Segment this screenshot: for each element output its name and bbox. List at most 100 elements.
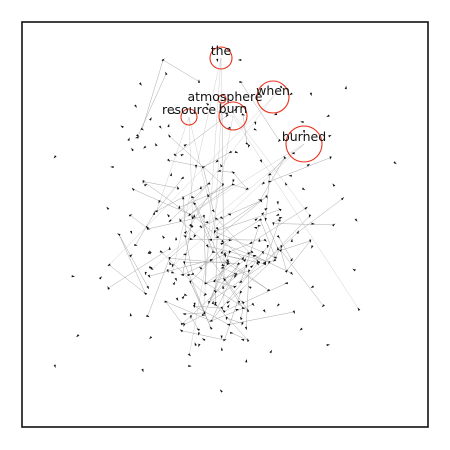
- graph-node: [240, 339, 245, 342]
- graph-node: [199, 266, 203, 270]
- graph-node: [199, 225, 203, 229]
- graph-node: [198, 343, 201, 348]
- graph-node: [277, 219, 281, 222]
- graph-node: [332, 223, 336, 227]
- graph-node: [279, 248, 282, 252]
- graph-node: [244, 326, 247, 331]
- graph-node: [204, 282, 208, 285]
- graph-node: [53, 155, 57, 159]
- edge-layer: [108, 57, 360, 355]
- graph-edge: [221, 98, 225, 312]
- graph-node: [139, 82, 142, 86]
- graph-node: [214, 301, 217, 306]
- graph-node: [193, 214, 196, 218]
- graph-node: [239, 280, 243, 284]
- graph-node: [250, 250, 254, 254]
- graph-node: [129, 230, 133, 235]
- graph-node: [357, 307, 361, 311]
- graph-node: [225, 316, 228, 321]
- graph-node: [221, 239, 225, 244]
- graph-node: [228, 150, 232, 154]
- graph-edge: [269, 157, 331, 182]
- graph-node: [201, 338, 206, 342]
- graph-node: [262, 263, 267, 266]
- graph-node: [203, 310, 206, 315]
- graph-node: [120, 125, 124, 129]
- graph-node: [179, 218, 182, 222]
- graph-node: [158, 125, 162, 129]
- graph-node: [253, 255, 257, 258]
- highlight-ring-burn: [218, 101, 248, 131]
- graph-node: [241, 300, 245, 304]
- graph-edge: [227, 260, 269, 291]
- graph-node: [273, 256, 277, 259]
- graph-node: [183, 235, 187, 238]
- graph-node: [241, 113, 246, 116]
- graph-node: [227, 213, 232, 216]
- graph-node: [251, 302, 255, 307]
- graph-node: [131, 187, 135, 191]
- graph-node: [245, 264, 248, 269]
- graph-node: [329, 156, 332, 160]
- graph-node: [266, 245, 269, 249]
- graph-node: [141, 368, 144, 373]
- graph-node: [135, 136, 139, 139]
- graph-node: [254, 121, 257, 126]
- graph-node: [276, 201, 279, 205]
- graph-node: [214, 230, 217, 234]
- graph-node: [241, 322, 244, 326]
- graph-node: [227, 126, 231, 129]
- graph-node: [220, 242, 225, 245]
- graph-node: [107, 286, 110, 290]
- node-label-when: when: [256, 83, 290, 98]
- graph-node: [220, 306, 223, 310]
- graph-node: [239, 290, 243, 294]
- graph-node: [128, 214, 133, 217]
- graph-node: [228, 250, 231, 255]
- graph-edge: [130, 215, 149, 230]
- graph-node: [134, 243, 138, 246]
- graph-node: [243, 258, 246, 262]
- graph-node: [221, 263, 226, 266]
- graph-node: [249, 241, 253, 245]
- graph-node: [215, 159, 219, 163]
- graph-edge: [151, 143, 305, 269]
- graph-node: [292, 310, 295, 314]
- graph-node: [222, 309, 226, 313]
- graph-node: [228, 239, 233, 242]
- graph-node: [127, 137, 130, 141]
- graph-edge: [207, 245, 270, 263]
- graph-node: [117, 233, 121, 236]
- graph-node: [233, 285, 237, 289]
- graph-node: [184, 230, 188, 234]
- graph-node: [162, 235, 165, 239]
- graph-node: [280, 245, 283, 249]
- graph-edge: [184, 262, 212, 329]
- graph-node: [245, 187, 249, 191]
- graph-node: [201, 166, 206, 169]
- graph-node: [290, 257, 293, 262]
- graph-node: [225, 260, 229, 263]
- graph-node: [143, 183, 148, 187]
- graph-node: [278, 217, 283, 220]
- node-label-the: the: [211, 43, 232, 58]
- graph-node: [220, 216, 224, 220]
- graph-node: [143, 145, 147, 149]
- graph-node: [173, 153, 177, 157]
- graph-node: [276, 235, 280, 239]
- graph-edge: [147, 258, 170, 317]
- graph-node: [263, 238, 267, 242]
- graph-node: [288, 174, 292, 177]
- graph-node: [226, 323, 231, 326]
- highlighted-words: the when atmosphere resource burn burned: [162, 43, 326, 163]
- plot-frame: [21, 21, 429, 428]
- graph-node: [169, 172, 172, 177]
- node-label-burn: burn: [219, 101, 248, 116]
- graph-node: [165, 71, 168, 76]
- graph-node: [219, 389, 223, 393]
- graph-node: [299, 327, 303, 331]
- graph-node: [107, 263, 111, 267]
- graph-edge: [297, 198, 343, 233]
- highlight-node-the: the: [209, 43, 233, 70]
